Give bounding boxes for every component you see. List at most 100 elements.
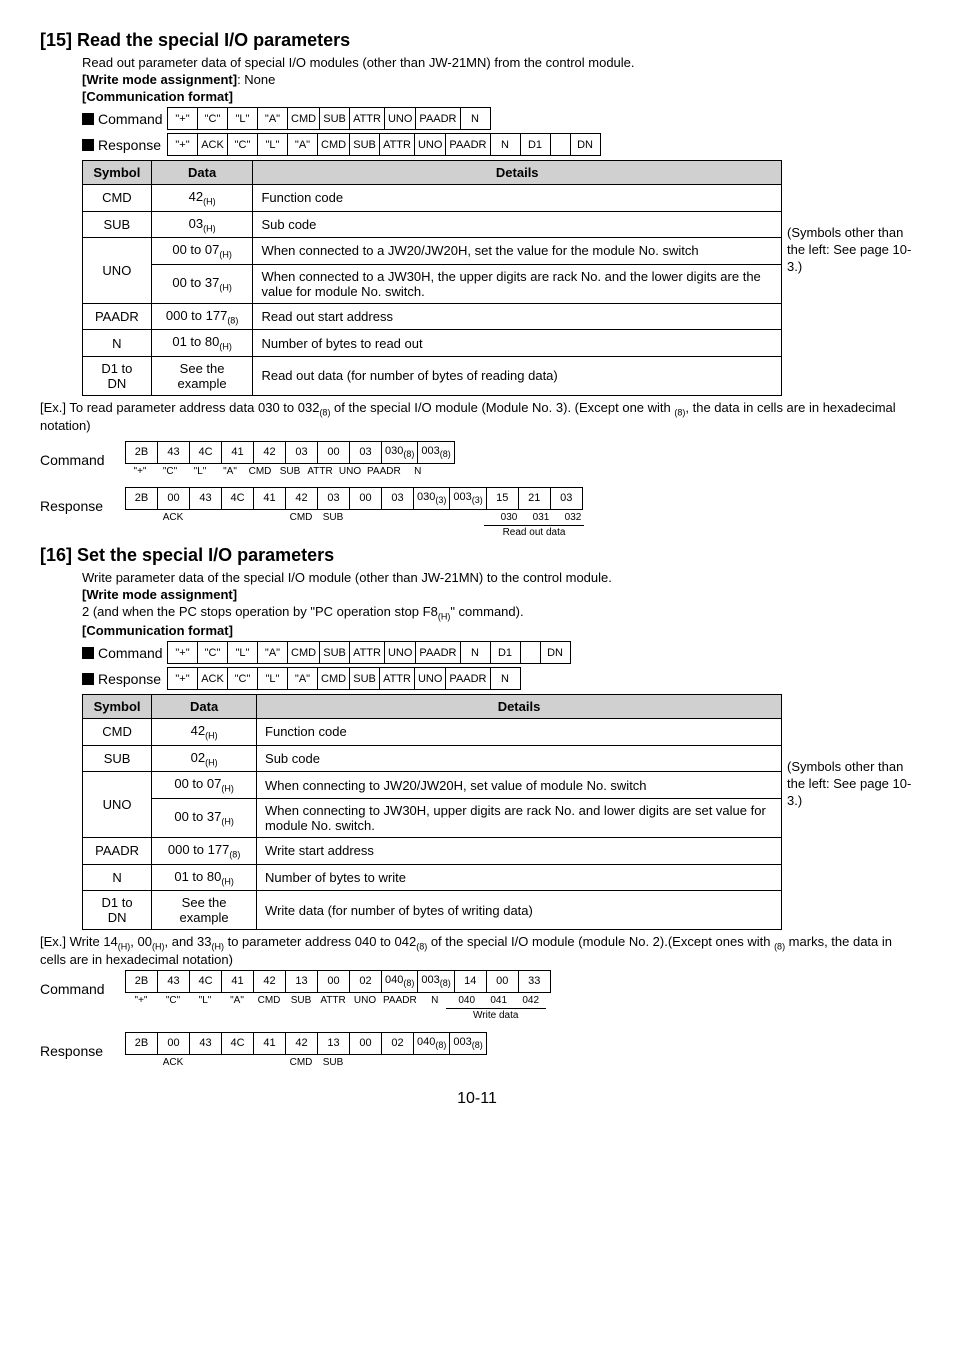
byte-cell: [520, 642, 540, 664]
byte-cell: 21: [518, 487, 550, 509]
byte-cell: 15: [486, 487, 518, 509]
byte-cell: D1: [490, 642, 520, 664]
byte-cell: 43: [158, 970, 190, 992]
byte-cell: 41: [254, 1032, 286, 1054]
byte-cell: CMD: [318, 668, 350, 690]
byte-cell: PAADR: [446, 668, 490, 690]
byte-cell: 41: [222, 441, 254, 463]
section-15-title: [15] Read the special I/O parameters: [40, 30, 914, 51]
byte-cell: 33: [518, 970, 550, 992]
byte-cell: ACK: [198, 134, 228, 156]
byte-cell: 4C: [190, 970, 222, 992]
byte-cell: 14: [454, 970, 486, 992]
side-note-16: (Symbols other than the left: See page 1…: [787, 759, 914, 810]
byte-cell: SUB: [320, 108, 350, 130]
byte-cell: "+": [168, 108, 198, 130]
byte-cell: "C": [198, 108, 228, 130]
byte-cell: "L": [228, 642, 258, 664]
byte-cell: UNO: [414, 134, 445, 156]
byte-cell: N: [490, 134, 520, 156]
byte-cell: 00: [158, 1032, 190, 1054]
symbol-table-16: SymbolDataDetailsCMD42(H)Function codeSU…: [82, 694, 782, 930]
response-label-15: Response: [82, 137, 167, 153]
byte-cell: 2B: [126, 970, 158, 992]
byte-cell: 42: [254, 970, 286, 992]
byte-cell: "L": [228, 108, 258, 130]
byte-cell: 03: [318, 487, 350, 509]
byte-cell: 030(8): [382, 441, 418, 463]
write-mode-16-val: 2 (and when the PC stops operation by "P…: [82, 604, 914, 622]
ex-rsp-row-16: Response 2B00434C4142130002040(8)003(8) …: [40, 1032, 914, 1070]
example-text-15: [Ex.] To read parameter address data 030…: [40, 400, 914, 433]
byte-cell: [550, 134, 570, 156]
section-16: [16] Set the special I/O parameters Writ…: [40, 545, 914, 1070]
byte-cell: 03: [550, 487, 582, 509]
byte-cell: CMD: [288, 108, 320, 130]
byte-cell: N: [460, 642, 490, 664]
byte-cell: SUB: [350, 134, 380, 156]
byte-cell: 00: [318, 441, 350, 463]
byte-cell: DN: [570, 134, 600, 156]
example-text-16: [Ex.] Write 14(H), 00(H), and 33(H) to p…: [40, 934, 914, 967]
write-mode-line: [Write mode assignment]: None: [82, 72, 914, 87]
byte-cell: SUB: [350, 668, 380, 690]
byte-cell: "L": [258, 134, 288, 156]
byte-cell: 040(8): [414, 1032, 450, 1054]
side-note-15: (Symbols other than the left: See page 1…: [787, 225, 914, 276]
section-16-title: [16] Set the special I/O parameters: [40, 545, 914, 566]
byte-cell: "C": [228, 668, 258, 690]
byte-cell: 2B: [126, 1032, 158, 1054]
byte-cell: 4C: [222, 487, 254, 509]
byte-cell: 43: [158, 441, 190, 463]
comm-format-15: [Communication format]: [82, 89, 914, 104]
byte-cell: UNO: [384, 108, 415, 130]
byte-cell: ATTR: [350, 108, 385, 130]
byte-cell: 03: [382, 487, 414, 509]
byte-cell: "A": [258, 642, 288, 664]
byte-cell: 03: [350, 441, 382, 463]
byte-cell: ATTR: [380, 668, 415, 690]
byte-cell: "C": [198, 642, 228, 664]
byte-cell: 003(3): [450, 487, 486, 509]
byte-cell: 02: [382, 1032, 414, 1054]
byte-cell: 42: [286, 487, 318, 509]
byte-cell: "C": [228, 134, 258, 156]
ex-cmd-row-16: Command 2B434C4142130002040(8)003(8)1400…: [40, 970, 914, 1008]
byte-cell: N: [490, 668, 520, 690]
byte-cell: 02: [350, 970, 382, 992]
byte-cell: 00: [486, 970, 518, 992]
byte-cell: PAADR: [416, 642, 460, 664]
byte-cell: 4C: [222, 1032, 254, 1054]
section-15-intro: Read out parameter data of special I/O m…: [82, 55, 914, 70]
byte-cell: 00: [318, 970, 350, 992]
ex-cmd-row-15: Command 2B434C4142030003030(8)003(8) "+"…: [40, 441, 914, 479]
byte-cell: 4C: [190, 441, 222, 463]
byte-cell: 030(3): [414, 487, 450, 509]
byte-cell: 003(8): [418, 441, 454, 463]
byte-cell: 41: [222, 970, 254, 992]
byte-cell: "+": [168, 642, 198, 664]
byte-cell: PAADR: [446, 134, 490, 156]
byte-cell: "A": [288, 668, 318, 690]
byte-cell: 2B: [126, 441, 158, 463]
byte-cell: 42: [286, 1032, 318, 1054]
byte-cell: ATTR: [350, 642, 385, 664]
byte-cell: "L": [258, 668, 288, 690]
byte-cell: 00: [350, 487, 382, 509]
ex-rsp-row-15: Response 2B00434C4142030003030(3)003(3)1…: [40, 487, 914, 525]
cmd-row-16: Command "+""C""L""A"CMDSUBATTRUNOPAADRND…: [82, 641, 914, 664]
byte-cell: PAADR: [416, 108, 460, 130]
byte-cell: 2B: [126, 487, 158, 509]
byte-cell: 42: [254, 441, 286, 463]
byte-cell: 040(8): [382, 970, 418, 992]
byte-cell: 13: [318, 1032, 350, 1054]
byte-cell: CMD: [288, 642, 320, 664]
rsp-row-15: Response "+"ACK"C""L""A"CMDSUBATTRUNOPAA…: [82, 133, 914, 156]
byte-cell: 03: [286, 441, 318, 463]
command-label-15: Command: [82, 111, 167, 127]
byte-cell: CMD: [318, 134, 350, 156]
byte-cell: SUB: [320, 642, 350, 664]
byte-cell: N: [460, 108, 490, 130]
byte-cell: 003(8): [418, 970, 454, 992]
byte-cell: ATTR: [380, 134, 415, 156]
